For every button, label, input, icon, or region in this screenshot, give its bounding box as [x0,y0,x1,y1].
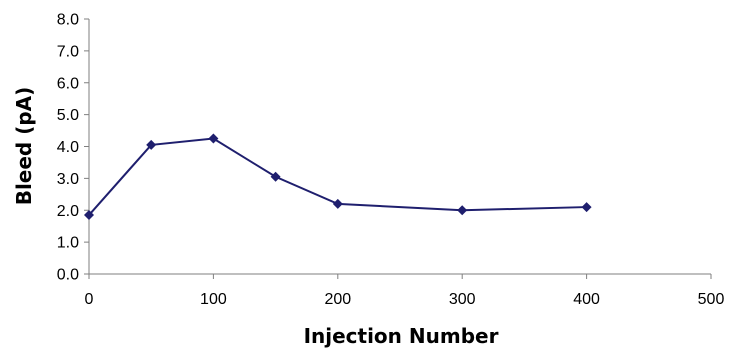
data-point-marker [146,139,157,150]
x-tick-label: 200 [324,291,351,308]
y-tick-label: 2.0 [57,203,79,220]
data-point-marker [332,198,343,209]
y-tick-label: 1.0 [57,235,79,252]
data-point-marker [581,202,592,213]
y-tick-label: 6.0 [57,75,79,92]
y-tick-label: 7.0 [57,43,79,60]
x-tick-label: 0 [85,291,94,308]
data-point-marker [84,210,94,221]
axes: 0.0 1.0 2.0 3.0 4.0 5.0 6.0 7.0 8.0 0 100 200 300 400… [57,12,725,309]
y-tick-label: 8.0 [57,12,79,29]
x-tick-label: 100 [200,291,227,308]
data-point-marker [457,205,468,216]
y-tick-label: 4.0 [57,139,79,156]
y-axis-title: Bleed (pA) [12,87,36,206]
data-point-marker [270,171,281,182]
y-tick-label: 5.0 [57,107,79,124]
data-point-marker [208,133,219,144]
y-tick-label: 3.0 [57,171,79,188]
x-tick-label: 300 [449,291,476,308]
y-tick-label: 0.0 [57,267,79,284]
series-layer [84,133,592,221]
x-axis-title: Injection Number [304,324,499,348]
x-tick-label: 500 [698,291,725,308]
x-tick-label: 400 [573,291,600,308]
